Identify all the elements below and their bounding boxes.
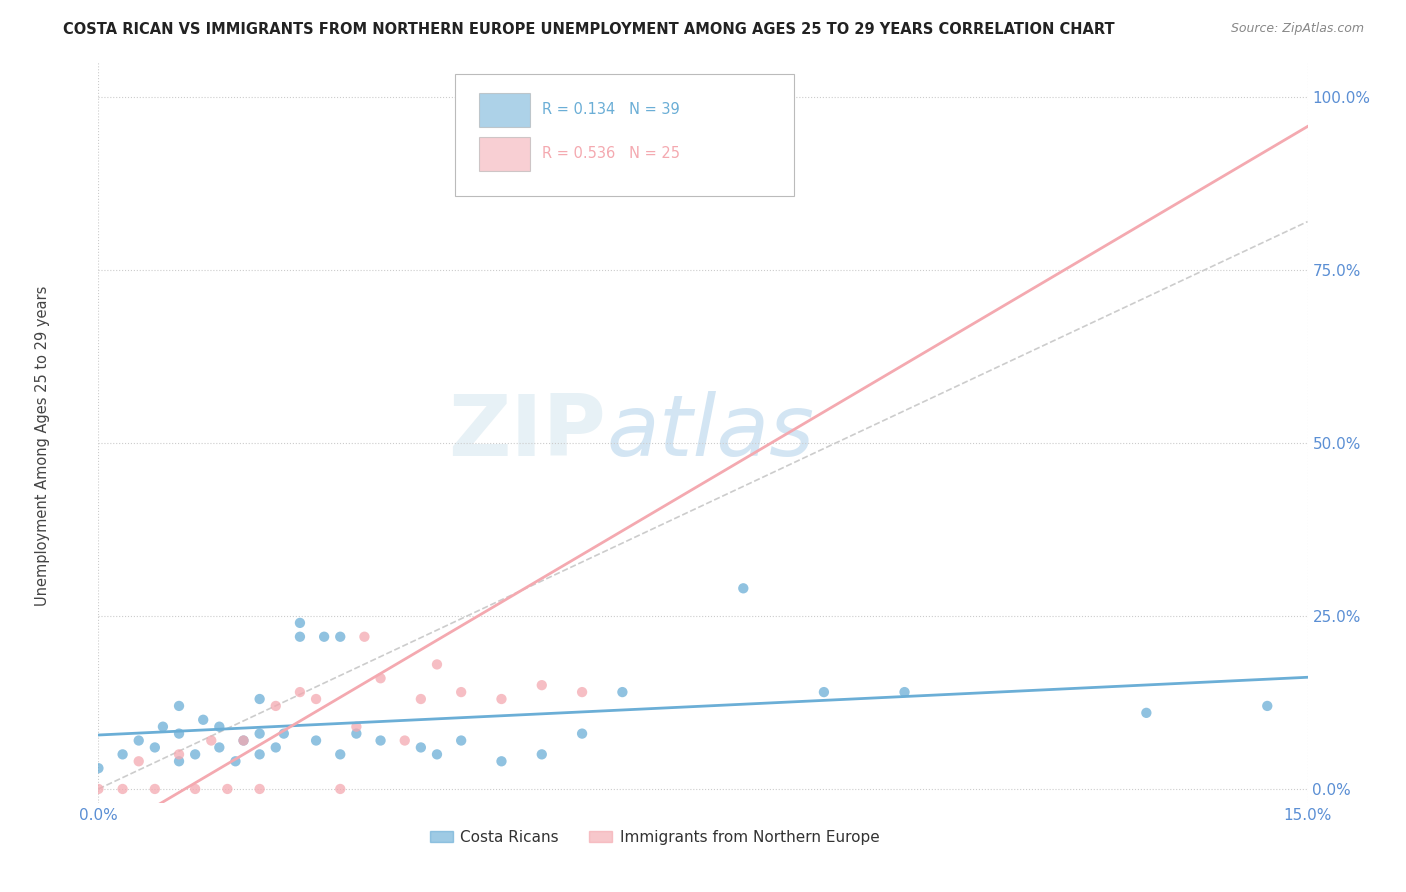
Point (249, 781, 271, 796)
Point (733, 582, 755, 596)
Text: R = 0.134   N = 39: R = 0.134 N = 39 (543, 102, 681, 117)
Point (314, 630, 336, 644)
Point (208, 740, 231, 755)
Point (394, 733, 416, 747)
Point (143, 740, 166, 755)
Point (217, 781, 239, 796)
Text: Source: ZipAtlas.com: Source: ZipAtlas.com (1230, 22, 1364, 36)
Point (167, 726, 190, 740)
Point (111, 747, 134, 762)
Point (813, 685, 835, 699)
Point (288, 615, 311, 630)
Point (305, 733, 328, 747)
Point (450, 685, 472, 699)
Text: R = 0.536   N = 25: R = 0.536 N = 25 (543, 146, 681, 161)
Point (249, 692, 271, 706)
Point (152, 720, 174, 734)
Point (200, 733, 222, 747)
Point (409, 740, 432, 755)
Point (184, 747, 207, 762)
Point (249, 726, 271, 740)
Point (353, 630, 375, 644)
Point (893, 685, 915, 699)
Point (305, 692, 328, 706)
Point (167, 698, 190, 713)
Text: ZIP: ZIP (449, 391, 606, 475)
Point (370, 671, 392, 685)
Point (530, 747, 553, 762)
Point (193, 713, 215, 727)
Point (128, 754, 150, 768)
Point (612, 685, 634, 699)
Point (273, 726, 295, 740)
Point (232, 733, 254, 747)
Point (232, 733, 254, 747)
Point (167, 747, 190, 762)
Point (344, 726, 367, 740)
Point (1256, 698, 1278, 713)
Point (87, 781, 110, 796)
Point (249, 747, 271, 762)
Point (530, 678, 553, 692)
Point (224, 754, 246, 768)
Point (651, 90, 673, 104)
Point (1135, 706, 1157, 720)
Point (571, 685, 593, 699)
Point (329, 747, 352, 762)
Point (491, 754, 513, 768)
Point (264, 698, 287, 713)
Point (87, 761, 110, 775)
Text: Unemployment Among Ages 25 to 29 years: Unemployment Among Ages 25 to 29 years (35, 285, 49, 607)
Point (409, 692, 432, 706)
Text: COSTA RICAN VS IMMIGRANTS FROM NORTHERN EUROPE UNEMPLOYMENT AMONG AGES 25 TO 29 : COSTA RICAN VS IMMIGRANTS FROM NORTHERN … (63, 22, 1115, 37)
Point (329, 630, 352, 644)
Point (370, 733, 392, 747)
Legend: Costa Ricans, Immigrants from Northern Europe: Costa Ricans, Immigrants from Northern E… (423, 823, 886, 851)
Point (143, 781, 166, 796)
Point (288, 685, 311, 699)
FancyBboxPatch shape (479, 93, 530, 127)
FancyBboxPatch shape (479, 137, 530, 171)
Point (426, 747, 449, 762)
Point (167, 754, 190, 768)
Point (264, 740, 287, 755)
Point (426, 657, 449, 672)
FancyBboxPatch shape (456, 73, 793, 195)
Point (450, 733, 472, 747)
Point (571, 726, 593, 740)
Point (111, 781, 134, 796)
Point (184, 781, 207, 796)
Point (344, 720, 367, 734)
Text: atlas: atlas (606, 391, 814, 475)
Point (288, 630, 311, 644)
Point (128, 733, 150, 747)
Point (491, 692, 513, 706)
Point (329, 781, 352, 796)
Point (208, 720, 231, 734)
